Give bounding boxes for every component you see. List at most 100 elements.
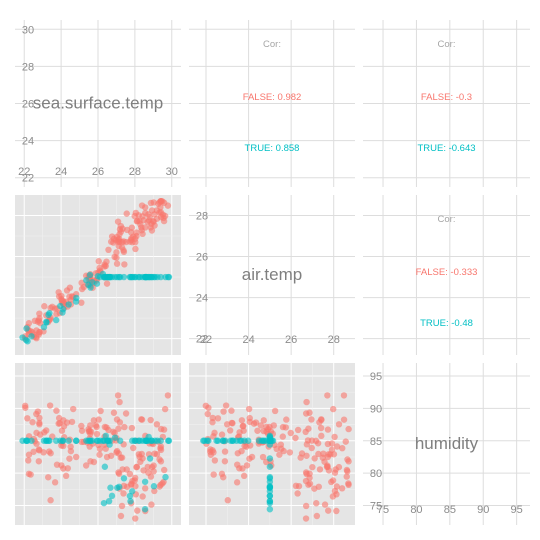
point-false <box>228 407 235 414</box>
tick-label-x: 28 <box>328 334 340 346</box>
variable-label: humidity <box>415 434 479 453</box>
point-true <box>162 473 169 481</box>
point-true <box>96 273 104 281</box>
point-false <box>313 512 321 520</box>
point-true <box>116 437 124 444</box>
point-false <box>157 445 164 452</box>
point-false <box>312 437 320 445</box>
point-true <box>19 334 26 341</box>
point-false <box>126 470 134 478</box>
point-false <box>311 455 318 462</box>
point-false <box>129 239 136 246</box>
point-false <box>78 422 85 430</box>
point-true <box>200 437 207 444</box>
point-false <box>303 452 310 459</box>
point-false <box>120 490 127 497</box>
point-true <box>45 437 52 444</box>
point-false <box>344 456 351 463</box>
point-false <box>24 415 31 422</box>
tick-label-y: 95 <box>370 371 382 383</box>
point-true <box>227 437 234 444</box>
point-true <box>43 318 50 326</box>
point-false <box>78 299 85 306</box>
point-false <box>238 447 245 455</box>
point-false <box>66 455 73 462</box>
point-true <box>266 455 274 462</box>
variable-label: sea.surface.temp <box>33 94 163 113</box>
point-true <box>116 273 123 281</box>
point-false <box>29 419 36 426</box>
point-false <box>283 416 290 423</box>
point-false <box>148 501 155 508</box>
point-true <box>40 437 48 444</box>
panel-r1-c2: Cor: FALSE: -0.333 TRUE: -0.48 <box>363 195 530 355</box>
point-false <box>159 198 166 205</box>
point-false <box>210 471 217 478</box>
point-false <box>305 425 312 432</box>
point-false <box>25 457 32 464</box>
point-false <box>340 392 348 399</box>
points-group <box>19 197 173 345</box>
point-false <box>328 440 336 447</box>
point-false <box>246 418 254 426</box>
point-true <box>85 437 92 444</box>
point-false <box>164 202 172 209</box>
point-false <box>151 211 158 218</box>
point-true <box>266 506 274 513</box>
point-false <box>160 426 168 433</box>
point-true <box>266 492 274 500</box>
point-false <box>318 432 325 440</box>
point-false <box>111 429 118 437</box>
point-false <box>87 428 95 435</box>
point-false <box>156 456 163 463</box>
point-true <box>131 273 138 281</box>
point-false <box>325 451 332 458</box>
point-true <box>105 497 113 505</box>
point-false <box>318 416 325 423</box>
point-true <box>222 437 229 444</box>
point-true <box>59 309 66 316</box>
point-false <box>46 402 54 409</box>
point-false <box>122 410 130 417</box>
point-false <box>150 199 157 206</box>
point-false <box>330 405 337 413</box>
tick-label-x: 90 <box>477 504 489 516</box>
point-false <box>141 204 149 211</box>
point-false <box>205 404 212 411</box>
point-false <box>105 426 112 434</box>
point-false <box>92 422 100 429</box>
point-false <box>160 466 168 474</box>
correlation-false: FALSE: -0.3 <box>421 92 472 103</box>
point-true <box>108 492 116 500</box>
point-false <box>303 398 310 406</box>
point-false <box>123 466 130 473</box>
point-false <box>159 480 166 487</box>
point-false <box>302 515 310 522</box>
point-true <box>213 437 220 444</box>
tick-label-x: 22 <box>200 334 212 346</box>
point-false <box>63 287 71 294</box>
point-true <box>145 273 153 281</box>
point-true <box>139 273 146 281</box>
point-false <box>22 404 29 411</box>
point-true <box>126 273 134 281</box>
point-false <box>133 463 141 471</box>
point-false <box>292 434 299 442</box>
point-false <box>55 420 62 427</box>
point-false <box>319 454 326 461</box>
point-false <box>78 285 86 293</box>
correlation-true: TRUE: 0.858 <box>245 143 300 154</box>
point-false <box>120 247 127 254</box>
point-false <box>317 424 325 432</box>
point-true <box>93 280 101 287</box>
point-false <box>343 473 350 480</box>
correlation-false: FALSE: 0.982 <box>243 92 302 103</box>
point-true <box>266 437 274 444</box>
point-true <box>100 499 108 507</box>
point-false <box>53 407 60 414</box>
point-true <box>102 432 110 440</box>
point-false <box>113 416 121 423</box>
point-false <box>210 433 217 440</box>
point-false <box>45 448 53 455</box>
point-false <box>224 497 231 504</box>
